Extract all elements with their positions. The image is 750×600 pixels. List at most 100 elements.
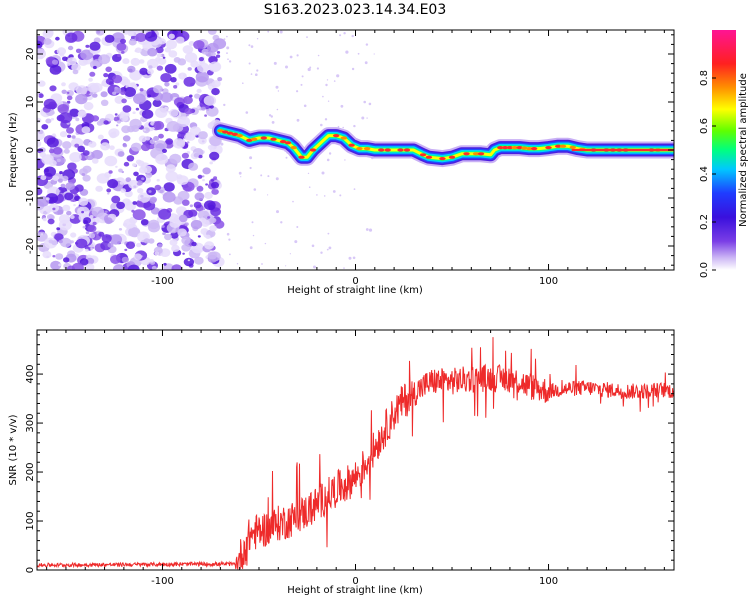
noise-blob <box>72 69 79 75</box>
noise-blob <box>139 88 144 92</box>
noise-blob <box>147 47 158 57</box>
noise-blob <box>164 63 177 74</box>
noise-blob <box>191 241 197 247</box>
noise-blob <box>57 104 69 114</box>
ridge-peak <box>516 146 523 150</box>
spectrogram-x-axis-label: Height of straight line (km) <box>287 285 423 296</box>
noise-blob <box>153 136 160 141</box>
noise-blob <box>109 132 117 139</box>
noise-speck <box>275 85 279 89</box>
noise-blob <box>164 233 172 241</box>
noise-speck <box>223 103 226 107</box>
noise-blob <box>193 40 205 50</box>
noise-blob <box>210 179 215 182</box>
noise-blob <box>163 182 175 192</box>
noise-blob <box>70 137 84 149</box>
noise-blob <box>125 241 136 249</box>
noise-blob <box>178 73 182 77</box>
noise-blob <box>154 251 159 256</box>
noise-speck <box>249 166 252 170</box>
noise-blob <box>129 70 143 81</box>
noise-speck <box>326 248 329 251</box>
noise-blob <box>78 197 89 206</box>
noise-blob <box>205 183 209 186</box>
y-tick-label: -10 <box>25 190 36 206</box>
noise-speck <box>339 194 342 197</box>
ridge-peak <box>378 148 385 152</box>
noise-blob <box>204 114 208 117</box>
noise-blob <box>127 264 140 270</box>
noise-blob <box>141 143 151 152</box>
noise-blob <box>123 218 136 229</box>
noise-blob <box>153 120 165 130</box>
noise-blob <box>119 181 124 185</box>
noise-blob <box>48 214 55 220</box>
noise-blob <box>49 159 57 167</box>
noise-speck <box>220 142 224 146</box>
noise-speck <box>352 256 356 260</box>
noise-blob <box>104 34 115 43</box>
noise-blob <box>61 89 67 95</box>
colorbar-tick-label: 0.6 <box>699 118 710 134</box>
noise-blob <box>151 265 157 270</box>
noise-blob <box>49 147 53 150</box>
noise-blob <box>201 175 205 178</box>
noise-blob <box>52 133 56 137</box>
noise-blob <box>216 54 221 58</box>
noise-blob <box>195 71 209 83</box>
noise-speck <box>353 188 356 191</box>
noise-blob <box>58 263 62 267</box>
noise-blob <box>56 158 61 163</box>
noise-speck <box>340 104 344 108</box>
noise-blob <box>77 110 87 118</box>
noise-blob <box>91 206 105 218</box>
noise-blob <box>121 256 129 263</box>
noise-blob <box>182 45 194 54</box>
noise-speck <box>280 221 283 224</box>
noise-blob <box>56 47 67 56</box>
noise-speck <box>321 171 325 175</box>
noise-speck <box>296 226 299 228</box>
noise-blob <box>184 222 189 226</box>
noise-blob <box>132 201 137 205</box>
ridge-peak <box>419 153 427 157</box>
y-tick-label: 100 <box>25 511 36 530</box>
noise-blob <box>67 57 77 66</box>
noise-blob <box>85 231 90 235</box>
noise-speck <box>240 176 242 178</box>
noise-blob <box>190 60 199 68</box>
ridge-peak <box>425 155 433 159</box>
noise-blob <box>178 214 188 223</box>
ridge-peak <box>251 137 258 141</box>
noise-blob <box>162 56 166 59</box>
noise-blob <box>113 116 120 122</box>
noise-blob <box>202 178 205 182</box>
ridge-peak <box>569 145 576 149</box>
ridge-peak <box>226 131 234 135</box>
noise-speck <box>323 195 326 197</box>
noise-speck <box>236 263 239 265</box>
noise-blob <box>209 217 217 224</box>
noise-blob <box>164 82 170 87</box>
noise-speck <box>306 36 308 38</box>
noise-blob <box>207 216 211 219</box>
ridge-peak <box>521 146 528 150</box>
ridge-peak <box>222 130 229 134</box>
noise-blob <box>51 59 59 65</box>
noise-blob <box>158 208 172 220</box>
ridge-peak <box>270 137 277 141</box>
noise-speck <box>309 66 312 69</box>
noise-blob <box>133 93 146 105</box>
ridge-peak <box>309 148 317 152</box>
noise-speck <box>285 65 288 69</box>
noise-blob <box>209 104 214 109</box>
noise-blob <box>162 148 167 153</box>
noise-speck <box>251 221 254 224</box>
colorbar-gradient <box>712 30 736 270</box>
noise-blob <box>62 257 70 263</box>
noise-speck <box>277 90 280 92</box>
colorbar-ticks: 0.0 0.2 0.4 0.6 0.8 <box>699 70 716 278</box>
noise-speck <box>301 75 304 78</box>
noise-blob <box>58 219 72 231</box>
noise-blob <box>181 152 189 159</box>
